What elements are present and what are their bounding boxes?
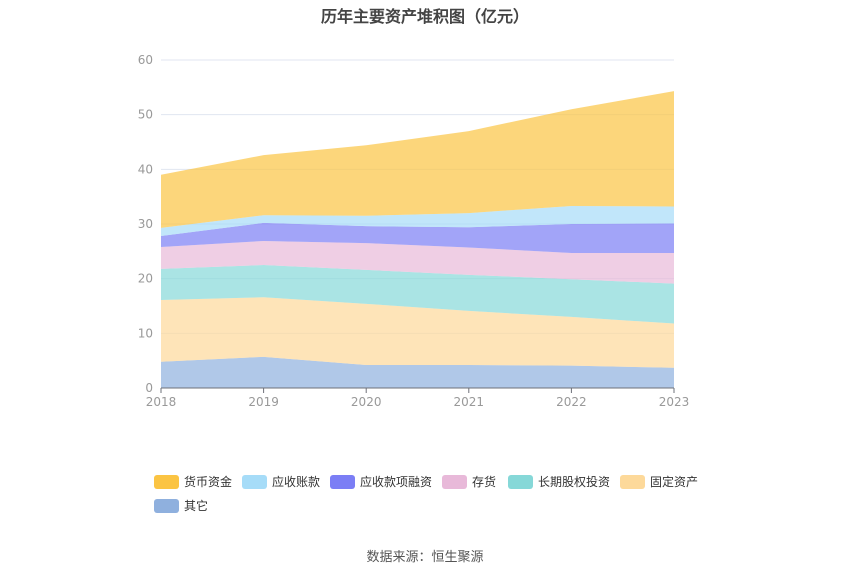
legend-item[interactable]: 应收款项融资 xyxy=(330,473,432,490)
legend-item[interactable]: 存货 xyxy=(442,473,496,490)
y-tick-label: 0 xyxy=(145,381,153,395)
area-5 xyxy=(161,205,674,237)
y-tick-label: 30 xyxy=(138,217,153,231)
area-4 xyxy=(161,222,674,253)
y-tick-label: 40 xyxy=(138,162,153,176)
legend-label: 其它 xyxy=(184,499,209,513)
legend-swatch xyxy=(508,474,533,489)
area-3 xyxy=(161,240,674,284)
legend-swatch xyxy=(620,474,645,489)
legend-swatch xyxy=(154,474,179,489)
legend-label: 应收账款 xyxy=(272,475,321,489)
area-6 xyxy=(161,91,674,228)
area-1 xyxy=(161,297,674,368)
area-0 xyxy=(161,356,674,388)
source-note: 数据来源：恒生聚源 xyxy=(366,550,484,565)
x-tick-label: 2021 xyxy=(454,395,485,409)
legend-label: 存货 xyxy=(472,475,497,489)
chart-title: 历年主要资产堆积图（亿元） xyxy=(320,7,529,26)
legend-swatch xyxy=(330,474,355,489)
x-tick-label: 2020 xyxy=(351,395,382,409)
y-tick-label: 20 xyxy=(138,272,153,286)
legend-label: 货币资金 xyxy=(184,475,233,489)
legend-swatch xyxy=(442,474,467,489)
x-tick-label: 2019 xyxy=(248,395,279,409)
legend-label: 固定资产 xyxy=(650,475,699,489)
y-tick-label: 10 xyxy=(138,326,153,340)
legend-item[interactable]: 其它 xyxy=(154,497,208,514)
legend-label: 应收款项融资 xyxy=(360,475,433,489)
legend-label: 长期股权投资 xyxy=(538,475,611,489)
y-tick-label: 50 xyxy=(138,108,153,122)
x-tick-label: 2023 xyxy=(659,395,690,409)
legend-item[interactable]: 应收账款 xyxy=(242,473,320,490)
area-2 xyxy=(161,265,674,324)
x-tick-label: 2018 xyxy=(146,395,177,409)
legend-item[interactable]: 长期股权投资 xyxy=(508,473,610,490)
x-tick-label: 2022 xyxy=(556,395,587,409)
legend-swatch xyxy=(242,474,267,489)
y-tick-label: 60 xyxy=(138,53,153,67)
legend-item[interactable]: 货币资金 xyxy=(154,473,232,490)
legend-item[interactable]: 固定资产 xyxy=(620,473,698,490)
legend-swatch xyxy=(154,498,179,513)
